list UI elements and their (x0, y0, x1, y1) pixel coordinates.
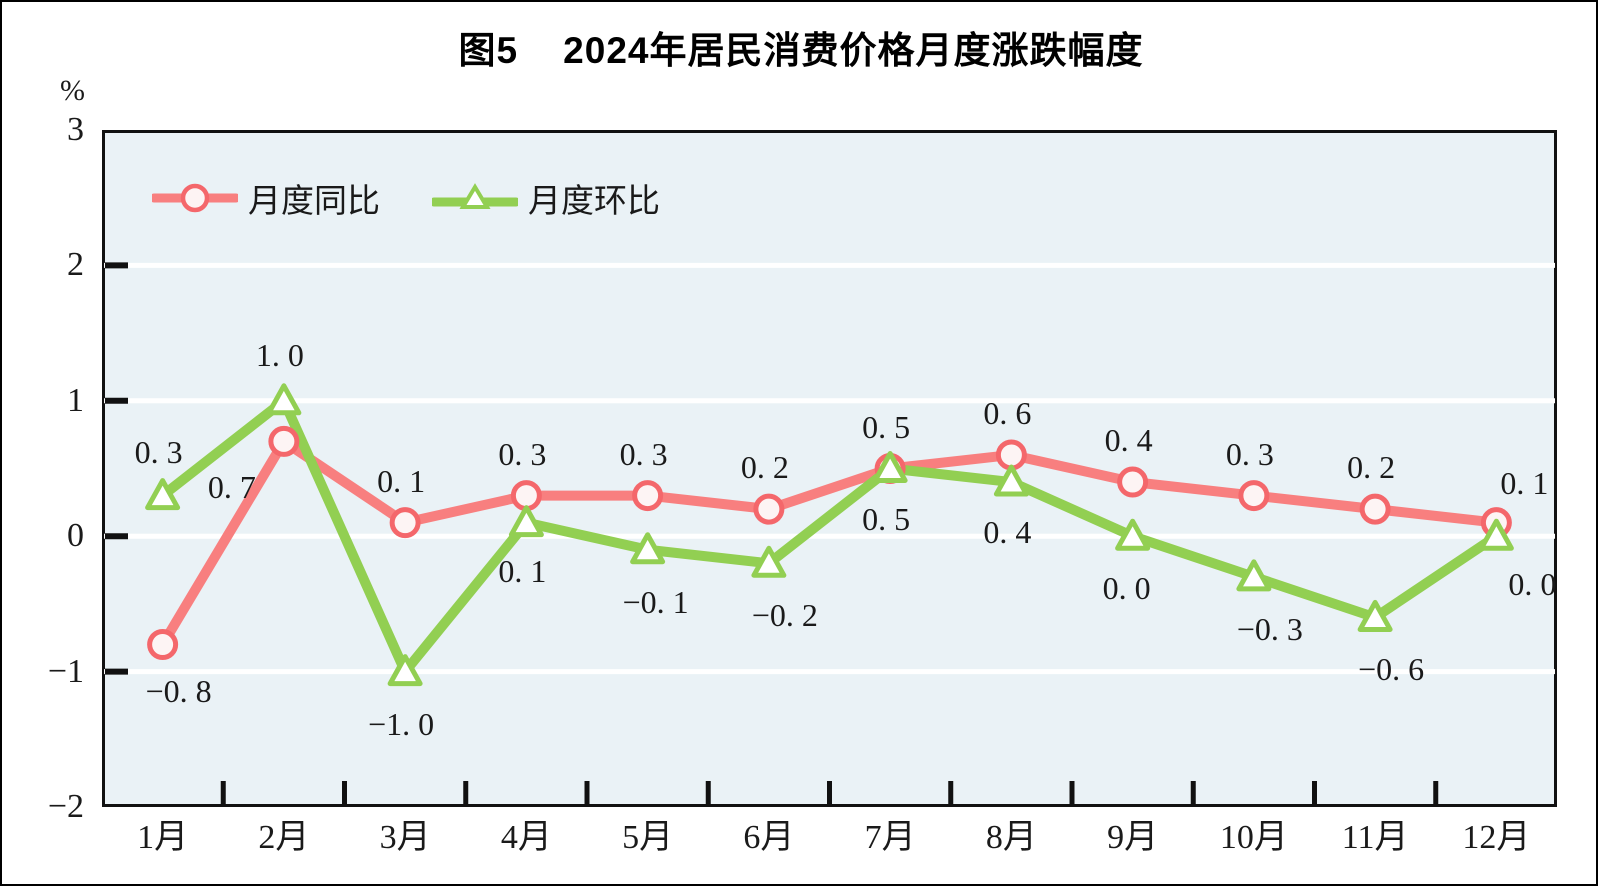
value-label-mom: 0. 0 (1102, 570, 1151, 607)
value-label-yoy: 0. 1 (1500, 464, 1549, 501)
value-label-yoy: 0. 6 (983, 394, 1032, 431)
value-label-mom: −0. 2 (751, 597, 818, 634)
value-label-yoy: 0. 3 (1225, 435, 1274, 472)
value-label-yoy: 0. 4 (1104, 422, 1153, 459)
circle-marker-icon (152, 183, 238, 213)
value-label-mom: 0. 0 (1508, 566, 1557, 603)
x-axis-tick-label: 1月 (137, 819, 189, 856)
x-axis-tick-label: 2月 (258, 819, 310, 856)
y-axis-tick-label: −1 (47, 652, 84, 690)
y-axis-tick-label: −2 (47, 788, 84, 825)
value-label-mom: −0. 3 (1236, 610, 1303, 647)
value-label-mom: −1. 0 (368, 705, 435, 742)
y-axis-unit-label: % (60, 74, 85, 107)
legend-item-mom[interactable]: 月度环比 (432, 174, 660, 222)
y-axis-tick-label: 1 (67, 381, 84, 419)
value-label-yoy: −0. 8 (145, 672, 212, 709)
legend-item-yoy[interactable]: 月度同比 (152, 174, 380, 222)
value-label-yoy: 0. 5 (862, 408, 911, 445)
x-axis-tick-label: 7月 (864, 819, 916, 856)
value-label-mom: −0. 1 (622, 583, 689, 620)
value-label-mom: 0. 5 (862, 500, 911, 537)
x-axis-tick-label: 11月 (1341, 819, 1409, 856)
x-axis-tick-label: 5月 (622, 819, 674, 856)
legend-label-mom: 月度环比 (528, 184, 660, 220)
x-axis-tick-label: 3月 (379, 819, 431, 856)
y-axis-tick-label: 3 (67, 111, 84, 148)
value-label-mom: 0. 3 (134, 433, 183, 470)
triangle-marker-icon (432, 183, 518, 209)
page-title: 图5 2024年居民消费价格月度涨跌幅度 (458, 30, 1144, 71)
value-label-yoy: 0. 7 (207, 469, 256, 506)
plot-area (102, 130, 1557, 807)
y-axis-tick-label: 2 (67, 246, 84, 284)
y-axis-tick-label: 0 (67, 517, 84, 555)
chart-legend: 月度同比 月度环比 (152, 174, 660, 222)
value-label-yoy: 0. 1 (377, 462, 426, 499)
value-label-yoy: 0. 3 (619, 435, 668, 472)
x-axis-tick-label: 12月 (1462, 819, 1531, 856)
value-label-mom: −0. 6 (1358, 651, 1425, 688)
x-axis-tick-label: 8月 (985, 819, 1037, 856)
x-axis-tick-label: 10月 (1219, 819, 1288, 856)
value-label-yoy: 0. 2 (740, 449, 789, 486)
value-label-yoy: 0. 3 (498, 435, 547, 472)
value-label-mom: 0. 4 (983, 514, 1032, 551)
x-axis-tick-label: 4月 (500, 819, 552, 856)
value-label-mom: 1. 0 (255, 336, 304, 373)
x-axis-tick-label: 6月 (743, 819, 795, 856)
value-label-mom: 0. 1 (498, 552, 547, 589)
x-axis-tick-label: 9月 (1107, 819, 1159, 856)
value-label-yoy: 0. 2 (1347, 449, 1396, 486)
legend-label-yoy: 月度同比 (248, 184, 380, 220)
